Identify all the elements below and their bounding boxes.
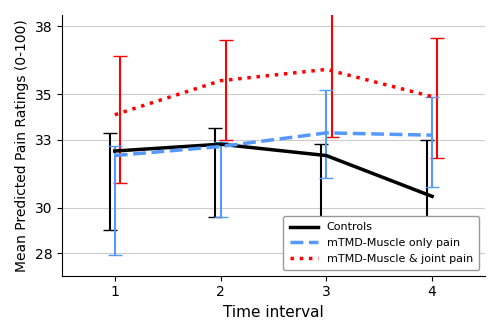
Legend: Controls, mTMD-Muscle only pain, mTMD-Muscle & joint pain: Controls, mTMD-Muscle only pain, mTMD-Mu… [283,216,480,270]
X-axis label: Time interval: Time interval [223,305,324,320]
Y-axis label: Mean Predicted Pain Ratings (0-100): Mean Predicted Pain Ratings (0-100) [15,19,29,272]
